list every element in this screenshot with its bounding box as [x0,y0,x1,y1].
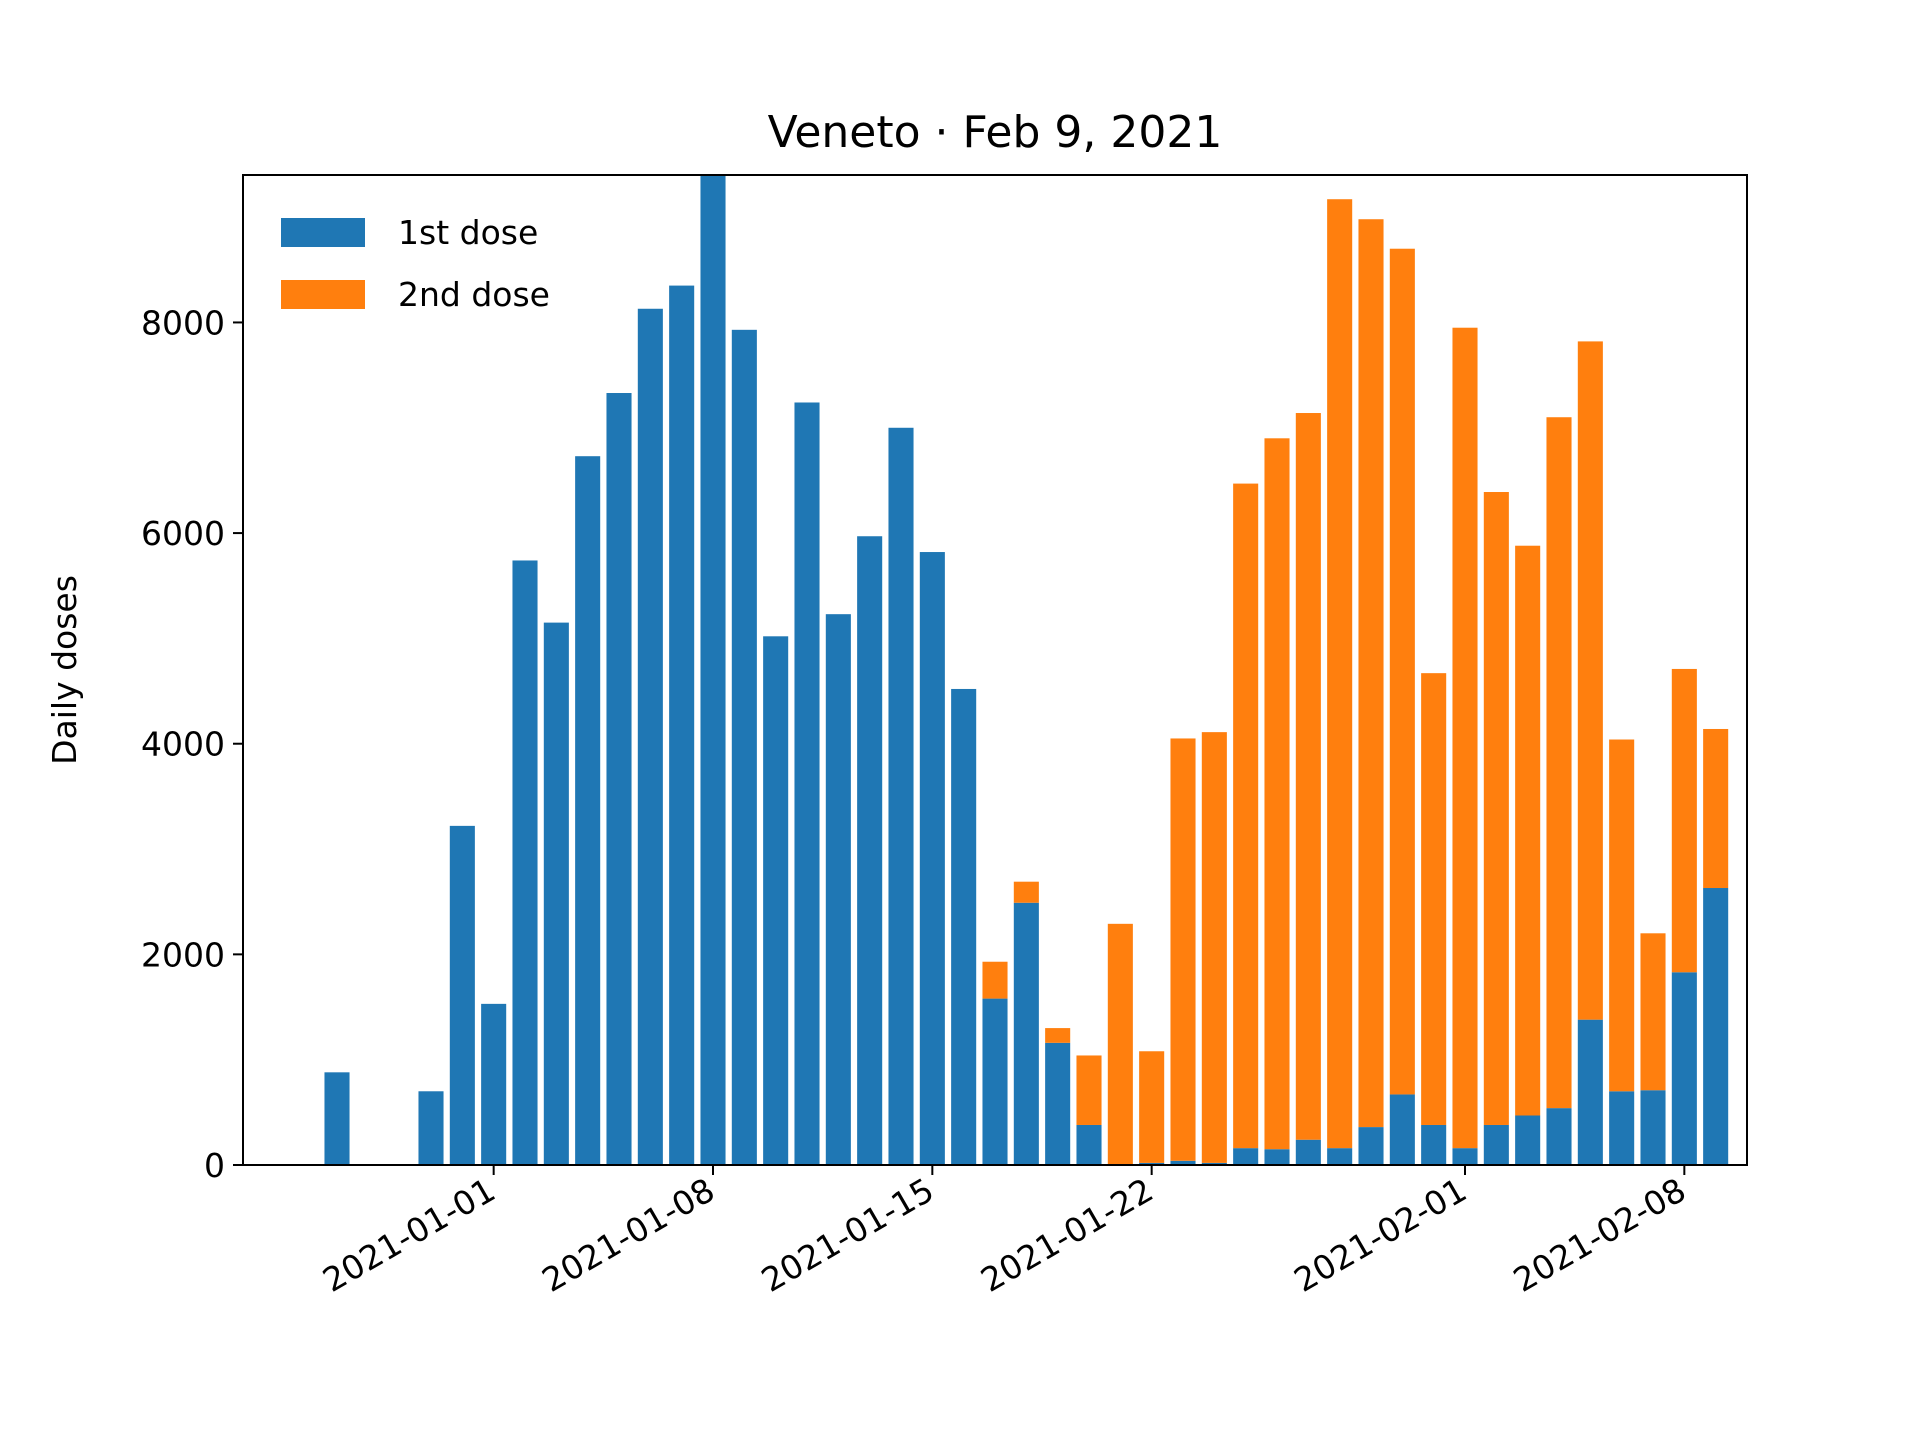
bar-1st-dose-2021-01-02 [512,560,538,1165]
legend-swatch [281,280,365,309]
y-tick-label: 0 [204,1146,225,1185]
bar-1st-dose-2021-02-06 [1609,1091,1635,1165]
bar-1st-dose-2021-01-29 [1358,1127,1384,1165]
bar-1st-dose-2021-01-12 [825,614,851,1165]
legend-label: 1st dose [398,213,538,252]
plot-frame [242,174,1748,1166]
bar-2nd-dose-2021-01-24 [1201,732,1227,1163]
legend-label: 2nd dose [398,275,550,314]
x-tick-label: 2021-02-08 [1507,1170,1693,1300]
bar-1st-dose-2021-01-03 [543,622,569,1165]
y-tick-label: 8000 [141,303,225,342]
bar-1st-dose-2021-01-13 [857,536,883,1165]
bar-2nd-dose-2021-02-05 [1577,341,1603,1020]
bar-2nd-dose-2021-02-04 [1546,417,1572,1109]
bar-1st-dose-2021-02-07 [1640,1090,1666,1165]
chart-title: Veneto · Feb 9, 2021 [768,107,1223,158]
bar-1st-dose-2021-01-08 [700,175,726,1165]
bar-2nd-dose-2021-01-26 [1264,438,1290,1150]
bar-1st-dose-2021-01-07 [669,285,695,1165]
bar-1st-dose-2021-02-09 [1703,888,1729,1165]
bar-2nd-dose-2021-01-31 [1421,673,1447,1125]
x-tick-label: 2021-01-08 [535,1170,721,1300]
bar-2nd-dose-2021-01-25 [1233,483,1259,1149]
y-tick-label: 2000 [141,935,225,974]
bar-1st-dose-2021-01-05 [606,393,632,1165]
y-tick-label: 4000 [141,725,225,764]
bar-1st-dose-2021-02-02 [1483,1124,1509,1165]
bar-1st-dose-2021-01-01 [481,1003,507,1165]
bar-1st-dose-2021-01-04 [575,456,601,1165]
bar-2nd-dose-2021-01-21 [1107,923,1133,1165]
bar-2nd-dose-2021-01-28 [1327,199,1353,1149]
bar-2nd-dose-2021-02-02 [1483,492,1509,1125]
bar-1st-dose-2021-01-26 [1264,1149,1290,1165]
bar-2nd-dose-2021-01-27 [1295,413,1321,1140]
bar-1st-dose-2021-01-28 [1327,1148,1353,1165]
x-tick-label: 2021-02-01 [1287,1170,1473,1300]
bar-2nd-dose-2021-02-06 [1609,739,1635,1092]
bar-2nd-dose-2021-02-07 [1640,933,1666,1091]
bar-1st-dose-2021-02-08 [1671,972,1697,1165]
y-axis: 0 2000 4000 6000 8000 [141,303,243,1185]
x-tick-label: 2021-01-15 [755,1170,941,1300]
bar-1st-dose-2021-01-17 [982,998,1008,1165]
bar-2nd-dose-2021-01-18 [1013,881,1039,903]
y-axis-label: Daily doses [45,575,84,765]
bar-1st-dose-2021-01-10 [763,636,789,1165]
bar-2nd-dose-2021-01-23 [1170,738,1196,1161]
bar-1st-dose-2021-01-15 [919,552,945,1165]
bar-2nd-dose-2021-01-29 [1358,219,1384,1128]
bar-1st-dose-2021-02-03 [1515,1115,1541,1165]
bar-1st-dose-2020-12-27 [324,1072,350,1165]
bar-2nd-dose-2021-01-17 [982,961,1008,999]
bar-1st-dose-2021-01-23 [1170,1160,1196,1165]
bar-2nd-dose-2021-02-03 [1515,545,1541,1116]
bar-1st-dose-2021-02-04 [1546,1108,1572,1165]
bar-1st-dose-2021-01-18 [1013,902,1039,1165]
x-axis: 2021-01-01 2021-01-08 2021-01-15 2021-01-22… [316,1165,1692,1300]
x-tick-label: 2021-01-01 [316,1170,502,1300]
bar-1st-dose-2021-01-31 [1421,1124,1447,1165]
bar-1st-dose-2021-01-20 [1076,1124,1102,1165]
bar-1st-dose-2021-01-09 [731,329,757,1165]
bar-2nd-dose-2021-02-09 [1703,728,1729,889]
bar-1st-dose-2021-01-11 [794,402,820,1165]
legend: 1st dose 2nd dose [281,213,550,314]
bar-1st-dose-2020-12-30 [418,1091,444,1165]
bar-1st-dose-2021-01-16 [951,688,977,1165]
bar-1st-dose-2021-01-06 [637,308,663,1165]
x-tick-label: 2021-01-22 [974,1170,1160,1300]
bar-1st-dose-2021-01-27 [1295,1139,1321,1165]
bar-1st-dose-2021-02-01 [1452,1148,1478,1165]
bar-2nd-dose-2021-02-08 [1671,668,1697,973]
bar-1st-dose-2021-02-05 [1577,1019,1603,1165]
legend-swatch [281,218,365,247]
bar-1st-dose-2021-01-19 [1045,1042,1071,1165]
bar-1st-dose-2021-01-14 [888,427,914,1165]
bar-2nd-dose-2021-02-01 [1452,327,1478,1149]
bar-1st-dose-2021-01-24 [1201,1162,1227,1165]
bar-1st-dose-2021-01-30 [1389,1094,1415,1165]
bar-2nd-dose-2021-01-20 [1076,1055,1102,1125]
bars-layer [324,175,1729,1165]
bar-1st-dose-2021-01-25 [1233,1148,1259,1165]
bar-1st-dose-2021-01-22 [1139,1162,1165,1165]
bar-2nd-dose-2021-01-22 [1139,1051,1165,1163]
bar-1st-dose-2020-12-31 [449,825,475,1165]
bar-2nd-dose-2021-01-30 [1389,248,1415,1095]
bar-2nd-dose-2021-01-19 [1045,1028,1071,1043]
y-tick-label: 6000 [141,514,225,553]
